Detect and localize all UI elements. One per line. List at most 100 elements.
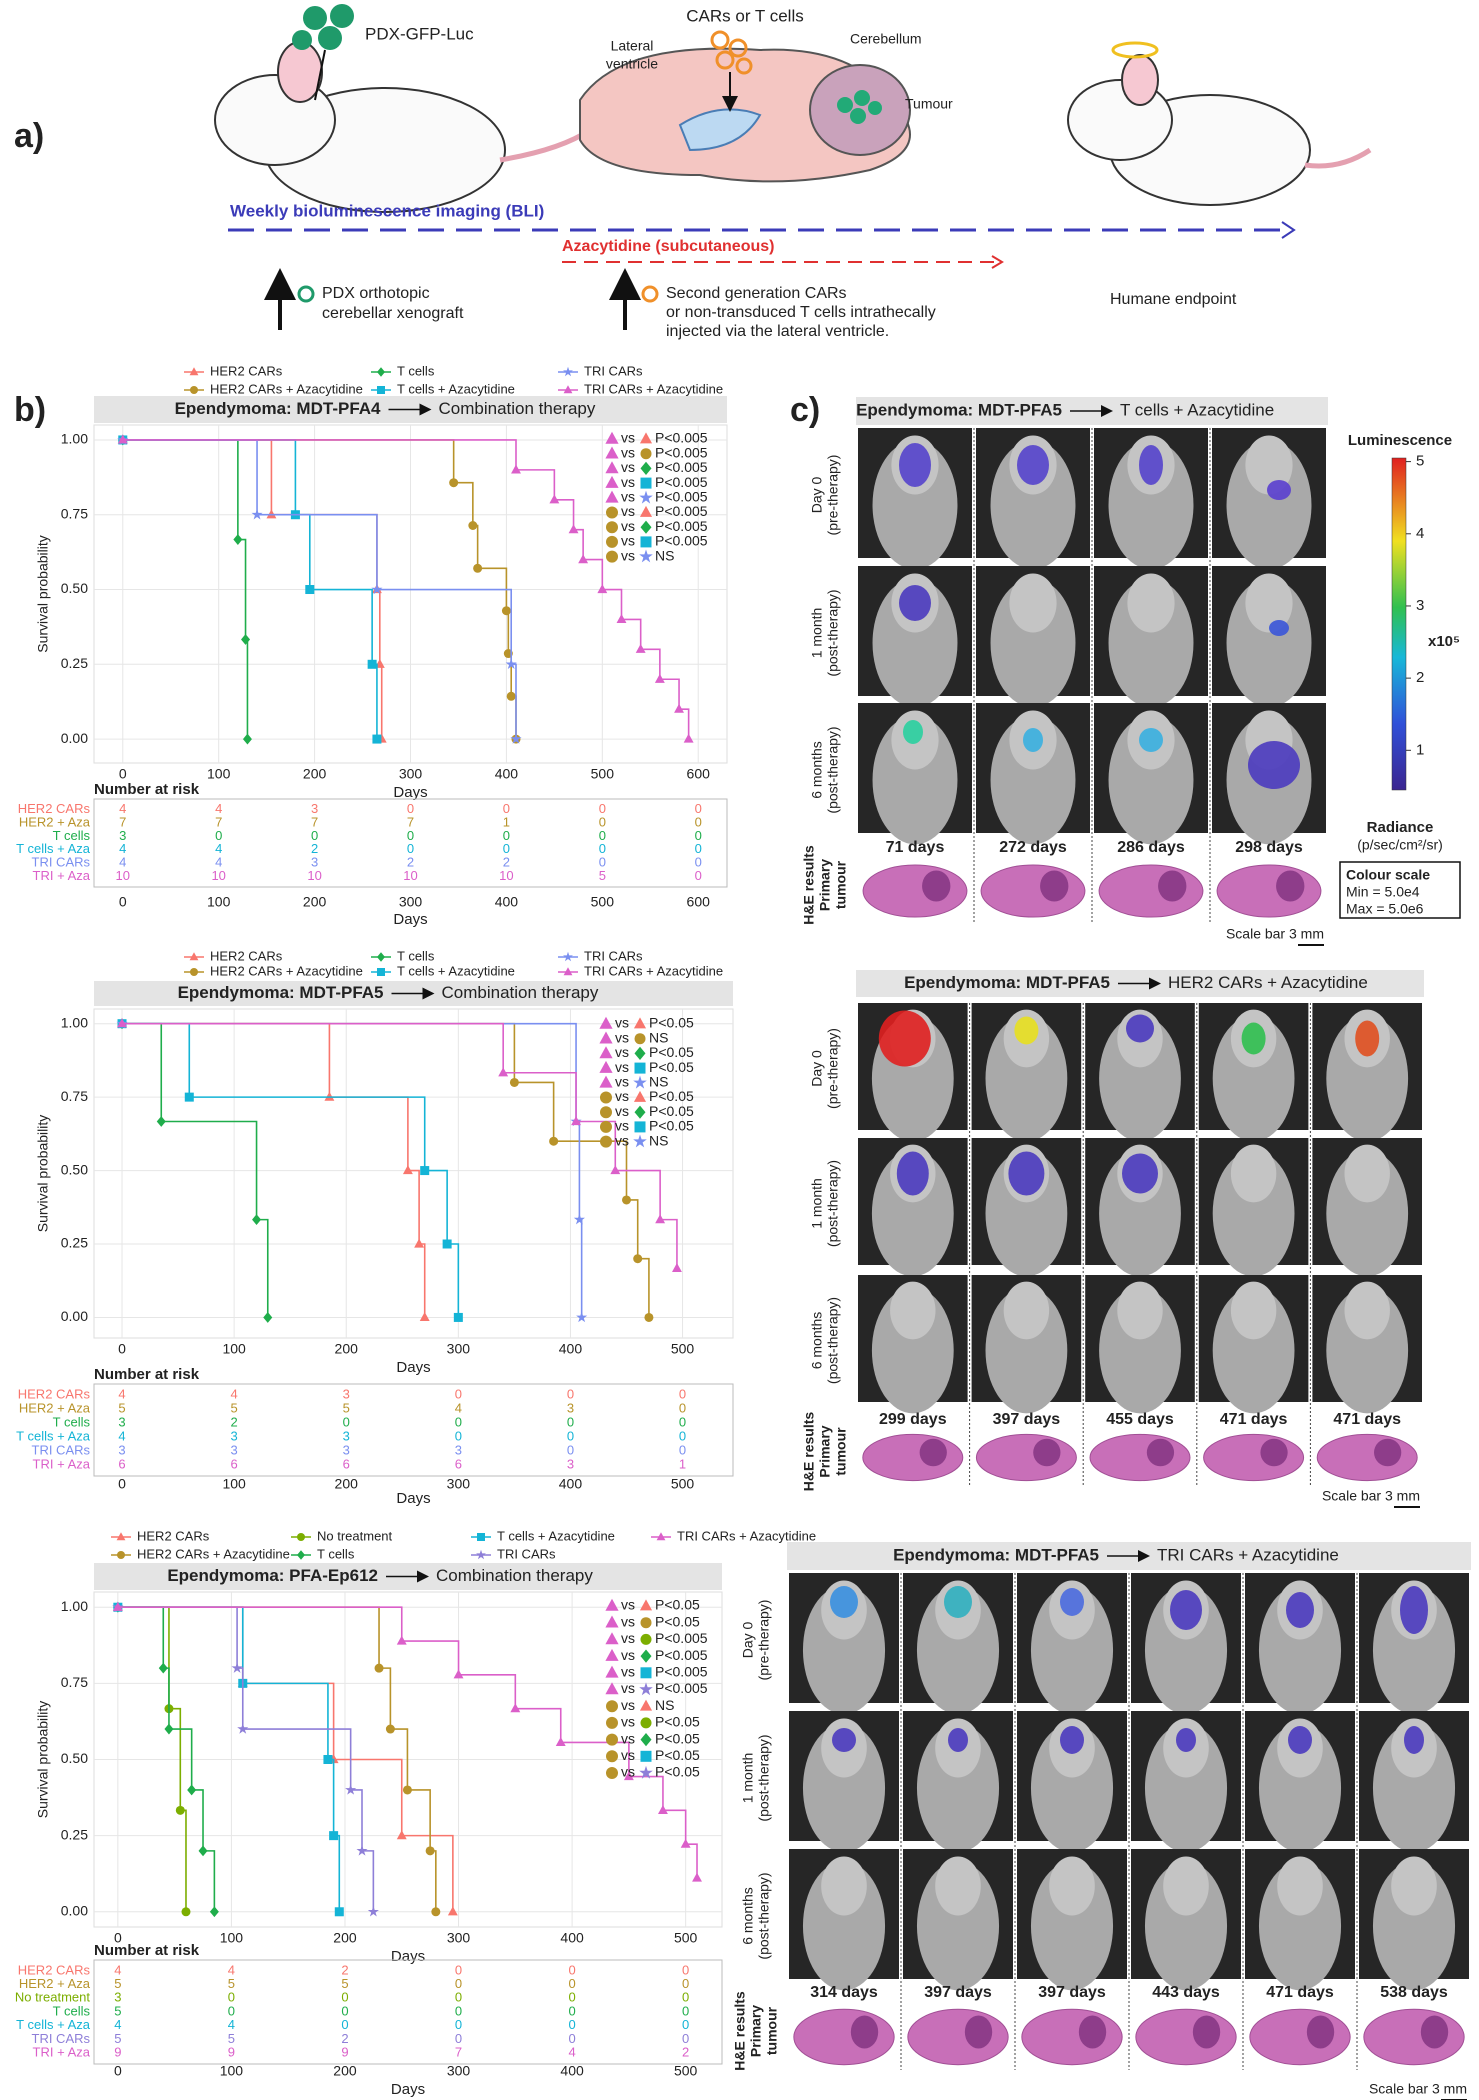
mouse-head — [1245, 573, 1293, 633]
risk-value: 0 — [228, 1990, 235, 2005]
grid-subtitle: TRI CARs + Azacytidine — [1157, 1545, 1339, 1564]
signal — [1404, 1726, 1424, 1754]
colorbar-tick-label: 3 — [1416, 597, 1424, 614]
colour-scale-box — [1339, 861, 1461, 919]
comparison-marker — [639, 505, 653, 517]
y-axis-label: Survival probability — [35, 1701, 51, 1819]
label: PDX orthotopic — [322, 285, 430, 302]
comparison-marker — [640, 1733, 652, 1747]
he-section — [1098, 864, 1204, 918]
he-section — [1363, 2008, 1465, 2066]
risk-value: 3 — [567, 1400, 574, 1415]
legend-marker — [377, 952, 385, 962]
marker — [367, 1905, 379, 1917]
colour-scale-text: Max = 5.0e6 — [1346, 901, 1424, 917]
comparison-marker — [605, 461, 619, 474]
risk-value: 3 — [567, 1456, 574, 1471]
legend-marker — [117, 1551, 125, 1559]
risk-value: 2 — [311, 841, 318, 856]
comparison-marker — [640, 536, 652, 548]
survival-curve — [122, 1022, 678, 1269]
mouse-head — [1245, 435, 1293, 495]
risk-value: 10 — [499, 868, 513, 883]
he-section — [793, 2008, 895, 2066]
comparison-marker — [605, 1665, 619, 1678]
marker — [468, 521, 478, 531]
label: PDX-GFP-Luc — [365, 24, 474, 43]
marker — [655, 1214, 666, 1224]
risk-value: 6 — [118, 1456, 125, 1471]
x-tick-label: 300 — [447, 1930, 471, 1946]
comparison-marker — [640, 1649, 652, 1663]
marker — [453, 1312, 463, 1322]
comparison-result: NS — [649, 1029, 668, 1045]
chart-title: Ependymoma: PFA-Ep612 — [167, 1566, 378, 1585]
risk-value: 10 — [403, 868, 417, 883]
risk-label: HER2 + Aza — [19, 1400, 91, 1415]
comparison-result: P<0.05 — [649, 1088, 694, 1104]
risk-box — [93, 1383, 734, 1477]
risk-value: 0 — [215, 828, 222, 843]
signal — [830, 1586, 858, 1618]
marker — [158, 1662, 168, 1674]
comparison-word: vs — [615, 1015, 629, 1031]
risk-value: 10 — [116, 868, 130, 883]
row-label: (post-therapy) — [825, 1160, 841, 1247]
x-tick-label: 600 — [687, 766, 711, 782]
risk-value: 2 — [503, 854, 510, 869]
risk-value: 0 — [682, 1976, 689, 1991]
signal — [896, 1151, 929, 1196]
marker — [431, 1907, 441, 1917]
comparison-word: vs — [621, 518, 635, 534]
x-tick-label: 200 — [303, 766, 327, 782]
marker — [329, 1831, 339, 1841]
comparison-marker — [605, 446, 619, 459]
chart-subtitle: Combination therapy — [436, 1566, 593, 1585]
comparison-marker — [606, 1767, 618, 1779]
risk-value: 4 — [118, 1428, 125, 1443]
marker — [251, 508, 263, 520]
signal — [1139, 445, 1163, 485]
signal — [1355, 1020, 1380, 1057]
x-tick-label: 0 — [114, 1930, 122, 1946]
marker — [498, 1067, 509, 1077]
marker — [117, 1018, 127, 1028]
marker — [184, 1092, 194, 1102]
signal — [948, 1728, 968, 1752]
comparison-marker — [599, 1075, 613, 1088]
comparison-word: vs — [621, 1697, 635, 1713]
risk-value: 4 — [114, 1962, 121, 1977]
signal — [1286, 1592, 1314, 1628]
row-label: 6 months — [809, 1312, 825, 1370]
legend-label: T cells — [317, 1546, 355, 1561]
marker — [674, 703, 684, 713]
legend-label: TRI CARs + Azacytidine — [584, 963, 723, 978]
survival-days: 397 days — [1038, 1984, 1106, 2001]
marker — [505, 658, 517, 670]
label: Tumour — [905, 96, 953, 112]
comparison-marker — [605, 1615, 619, 1628]
colour-scale-text: Colour scale — [1346, 867, 1430, 883]
legend-marker — [377, 386, 385, 394]
y-tick-label: 0.50 — [61, 1750, 88, 1766]
marker — [112, 1601, 123, 1611]
risk-value: 5 — [228, 1976, 235, 1991]
x-tick-label: 500 — [671, 1476, 695, 1492]
comparison-result: P<0.05 — [655, 1730, 700, 1746]
marker — [334, 1907, 344, 1917]
legend-marker — [377, 367, 385, 377]
label: injected via the lateral ventricle. — [666, 323, 889, 340]
legend-marker — [477, 1533, 485, 1541]
legend-label: TRI CARs — [584, 948, 643, 963]
comparison-marker — [639, 490, 653, 504]
comparison-word: vs — [621, 1680, 635, 1696]
comparison-word: vs — [621, 1730, 635, 1746]
marker — [241, 634, 251, 645]
comparison-result: P<0.005 — [655, 459, 708, 475]
chart-title: Ependymoma: MDT-PFA4 — [175, 399, 381, 418]
marker — [449, 478, 459, 488]
y-tick-label: 0.50 — [61, 580, 88, 596]
x-tick-label: 500 — [671, 1341, 695, 1357]
chart-subtitle: Combination therapy — [439, 399, 596, 418]
mouse-head — [890, 1281, 936, 1340]
